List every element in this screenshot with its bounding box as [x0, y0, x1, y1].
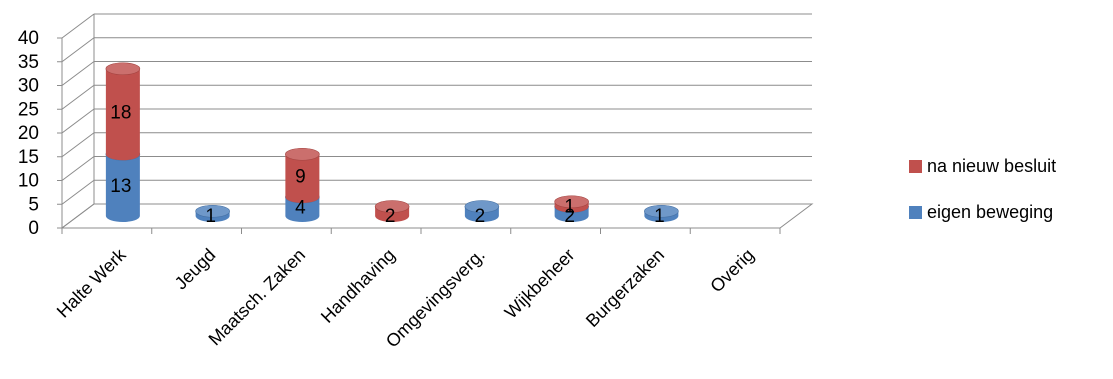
- legend-label: eigen beweging: [927, 202, 1053, 222]
- bar-top: [554, 195, 589, 209]
- gridlines: [61, 13, 812, 229]
- axes: [57, 14, 814, 234]
- gridline-side: [61, 37, 95, 63]
- gridline-side: [61, 61, 95, 86]
- gridline-side: [61, 84, 95, 110]
- data-label: 18: [110, 103, 131, 124]
- category-label: Handhaving: [317, 245, 399, 327]
- y-tick-label: 0: [28, 218, 39, 239]
- bar-top: [285, 147, 320, 161]
- data-label: 2: [564, 206, 575, 227]
- bar-top: [644, 204, 679, 218]
- data-label: 9: [295, 167, 306, 188]
- bar-top: [374, 200, 410, 213]
- data-label: 1: [564, 197, 575, 218]
- bar-top: [105, 62, 141, 76]
- bar-eigen-beweging: [195, 204, 230, 222]
- legend-swatch: [909, 160, 922, 173]
- category-label: Halte Werk: [53, 244, 131, 322]
- bar-na-nieuw-besluit: [554, 195, 589, 213]
- data-label: 2: [475, 206, 486, 227]
- gridline-side: [61, 156, 95, 181]
- bar-body: [105, 154, 140, 222]
- y-tick-label: 30: [18, 76, 39, 97]
- y-tick-label: 10: [18, 171, 39, 192]
- legend-label: na nieuw besluit: [927, 156, 1056, 176]
- data-label: 1: [654, 206, 665, 227]
- legend-swatch: [909, 206, 922, 219]
- bar-eigen-beweging: [464, 200, 500, 222]
- bar-body: [105, 68, 140, 161]
- category-label: Omgevingsverg.: [382, 245, 489, 352]
- data-label: 13: [110, 176, 131, 197]
- bars: [105, 62, 679, 222]
- category-label: Overig: [706, 245, 758, 297]
- bar-eigen-beweging: [644, 204, 679, 222]
- y-tick-label: 15: [18, 147, 39, 168]
- chart-floor: [60, 203, 814, 229]
- bar-body: [285, 197, 320, 222]
- gridline-side: [61, 13, 95, 39]
- y-tick-label: 5: [28, 194, 39, 215]
- bar-body: [285, 154, 320, 204]
- bar-top: [464, 200, 500, 213]
- bar-na-nieuw-besluit: [374, 200, 410, 222]
- gridline-side: [61, 132, 95, 158]
- bar-na-nieuw-besluit: [105, 62, 141, 161]
- y-tick-label: 35: [18, 52, 39, 73]
- y-tick-label: 25: [18, 99, 39, 120]
- gridline-side: [61, 108, 95, 134]
- gridline-side: [61, 179, 95, 205]
- legend: na nieuw besluit eigen beweging: [909, 156, 1056, 222]
- category-label: Maatsch. Zaken: [205, 245, 310, 350]
- data-label: 1: [205, 206, 216, 227]
- category-label: Wijkbeheer: [501, 245, 579, 323]
- bar-top: [195, 204, 230, 218]
- data-label: 4: [295, 198, 306, 219]
- category-label: Jeugd: [171, 245, 220, 294]
- y-tick-label: 40: [18, 28, 39, 49]
- data-label: 2: [385, 206, 396, 227]
- y-tick-label: 20: [18, 123, 39, 144]
- bar-na-nieuw-besluit: [285, 147, 320, 204]
- category-label: Burgerzaken: [582, 245, 668, 331]
